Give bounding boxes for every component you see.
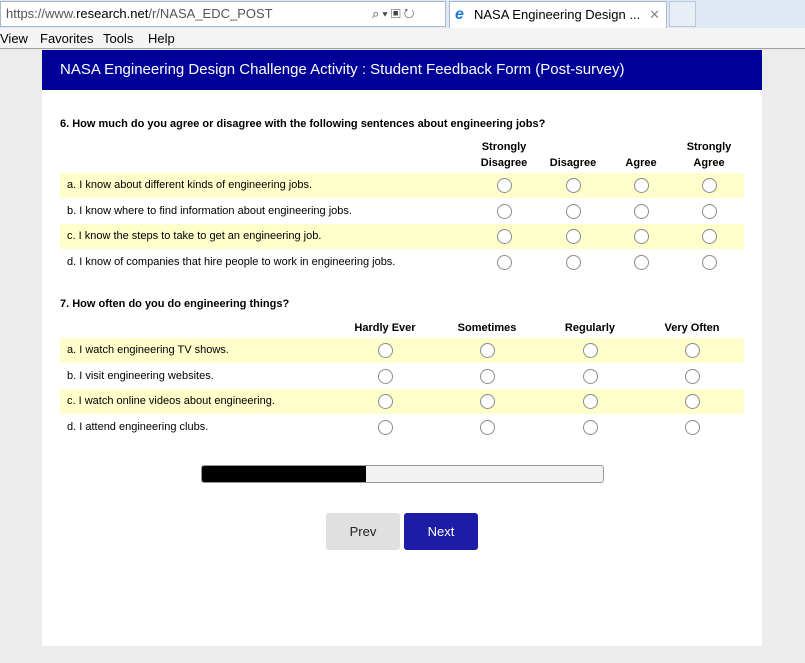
q6-row: c. I know the steps to take to get an en… (60, 224, 744, 249)
q6-radio-option[interactable] (633, 178, 649, 193)
q6-column-header-line1: Strongly (481, 141, 527, 153)
q7-column-header: Sometimes (457, 322, 517, 334)
q6-radio-option[interactable] (565, 254, 581, 270)
search-icon[interactable]: ⌕ (372, 6, 383, 21)
refresh-icon[interactable]: ↻ (403, 6, 418, 21)
q6-radio-option[interactable] (701, 229, 717, 244)
q6-radio-option[interactable] (633, 203, 649, 219)
prev-button[interactable]: Prev (326, 513, 400, 550)
menu-favorites[interactable]: Favorites (40, 31, 94, 46)
q7-radio-option[interactable] (582, 368, 598, 384)
menu-tools[interactable]: Tools (103, 31, 134, 46)
progress-fill (202, 466, 367, 482)
q6-column-header-line2: Disagree (549, 157, 597, 169)
url-domain: research.net (76, 6, 149, 21)
menu-bar: View Favorites Tools Help (0, 28, 805, 49)
q6-column-header-line2: Agree (693, 157, 725, 169)
q7-radio-option[interactable] (582, 419, 598, 435)
survey-header: NASA Engineering Design Challenge Activi… (42, 50, 762, 90)
q7-row-label: c. I watch online videos about engineeri… (67, 395, 275, 407)
q6-title: 6. How much do you agree or disagree wit… (60, 118, 546, 130)
q7-radio-option[interactable] (377, 419, 393, 435)
q6-radio-option[interactable] (701, 178, 717, 193)
q6-radio-option[interactable] (565, 229, 581, 244)
q6-radio-option[interactable] (633, 229, 649, 244)
close-tab-icon[interactable]: ✕ (649, 7, 660, 22)
q6-column-header: Agree (601, 139, 681, 171)
dropdown-icon[interactable]: ▾ (382, 6, 391, 21)
q6-radio-option[interactable] (496, 203, 512, 219)
q6-column-header-line1: Strongly (686, 141, 732, 153)
address-bar-area: https://www.research.net/r/NASA_EDC_POST… (0, 0, 805, 28)
url-icons: ⌕▾▣↻ (372, 1, 418, 27)
q6-column-header: Strongly Disagree (464, 139, 544, 171)
q7-column-header: Very Often (664, 322, 720, 334)
new-tab-button[interactable] (669, 1, 696, 27)
q7-radio-option[interactable] (479, 368, 495, 384)
menu-help[interactable]: Help (148, 31, 175, 46)
q7-column-header: Hardly Ever (354, 322, 416, 334)
q7-row-label: b. I visit engineering websites. (67, 369, 214, 382)
q7-row: c. I watch online videos about engineeri… (60, 389, 744, 414)
q6-radio-option[interactable] (701, 203, 717, 219)
q6-row: a. I know about different kinds of engin… (60, 173, 744, 198)
q6-radio-option[interactable] (565, 203, 581, 219)
q7-radio-option[interactable] (377, 368, 393, 384)
q6-radio-option[interactable] (496, 178, 512, 193)
menu-view[interactable]: View (0, 31, 28, 46)
q7-row: b. I visit engineering websites. (60, 364, 744, 389)
q6-column-header-line2: Agree (625, 157, 657, 169)
browser-tab[interactable]: e NASA Engineering Design ... ✕ (449, 1, 667, 28)
q6-radio-option[interactable] (633, 254, 649, 270)
q7-radio-option[interactable] (479, 394, 495, 409)
q7-radio-option[interactable] (684, 419, 700, 435)
survey-page: NASA Engineering Design Challenge Activi… (42, 50, 762, 646)
q7-row: d. I attend engineering clubs. (60, 415, 744, 440)
lock-icon[interactable]: ▣ (390, 6, 404, 21)
next-button[interactable]: Next (404, 513, 478, 550)
q6-radio-option[interactable] (496, 254, 512, 270)
q7-radio-option[interactable] (377, 394, 393, 409)
url-path: /r/NASA_EDC_POST (148, 6, 273, 21)
q6-radio-option[interactable] (701, 254, 717, 270)
q6-column-header: Disagree (533, 139, 613, 171)
q6-row: d. I know of companies that hire people … (60, 250, 744, 275)
ie-icon: e (455, 6, 464, 23)
q7-radio-option[interactable] (684, 394, 700, 409)
q6-column-header: Strongly Agree (669, 139, 749, 171)
progress-bar (201, 465, 604, 483)
url-prefix: https://www. (6, 6, 77, 21)
q6-row-label: d. I know of companies that hire people … (67, 255, 396, 268)
q6-radio-option[interactable] (565, 178, 581, 193)
q7-title: 7. How often do you do engineering thing… (60, 298, 290, 310)
q7-row-label: a. I watch engineering TV shows. (67, 344, 229, 356)
q7-radio-option[interactable] (377, 343, 393, 358)
q6-row-label: a. I know about different kinds of engin… (67, 179, 313, 191)
q7-row-label: d. I attend engineering clubs. (67, 420, 209, 433)
q7-radio-option[interactable] (582, 343, 598, 358)
q7-column-header: Regularly (564, 322, 616, 334)
q6-radio-option[interactable] (496, 229, 512, 244)
q7-radio-option[interactable] (582, 394, 598, 409)
tab-title: NASA Engineering Design ... (474, 7, 641, 22)
q7-radio-option[interactable] (479, 343, 495, 358)
q6-column-header-line2: Disagree (480, 157, 528, 169)
q6-row-label: c. I know the steps to take to get an en… (67, 230, 322, 242)
q7-radio-option[interactable] (684, 368, 700, 384)
q7-radio-option[interactable] (684, 343, 700, 358)
q6-row-label: b. I know where to find information abou… (67, 204, 352, 217)
q7-radio-option[interactable] (479, 419, 495, 435)
url-input[interactable]: https://www.research.net/r/NASA_EDC_POST (0, 1, 446, 27)
q6-row: b. I know where to find information abou… (60, 199, 744, 224)
q7-row: a. I watch engineering TV shows. (60, 338, 744, 363)
